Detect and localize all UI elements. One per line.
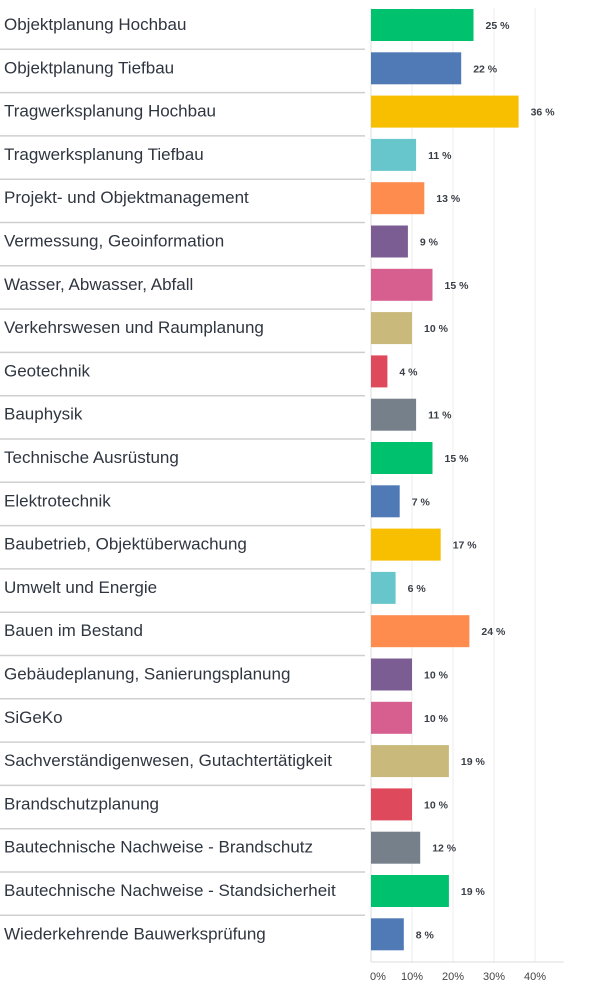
category-label: Tragwerksplanung Tiefbau [4, 145, 204, 164]
data-label: 8 % [416, 929, 435, 941]
category-label: Bauen im Bestand [4, 621, 143, 640]
data-label: 6 % [408, 583, 427, 595]
data-label: 36 % [531, 107, 556, 119]
x-tick-label: 0% [370, 971, 386, 983]
category-label: Verkehrswesen und Raumplanung [4, 318, 264, 337]
x-tick-label: 20% [442, 971, 464, 983]
bar [371, 571, 396, 604]
data-label: 19 % [461, 756, 486, 768]
category-label: Umwelt und Energie [4, 578, 157, 597]
bar [371, 225, 408, 258]
data-label: 10 % [424, 323, 449, 335]
bar [371, 442, 433, 474]
bar [371, 95, 519, 128]
x-tick-label: 10% [401, 971, 423, 983]
x-tick-label: 30% [483, 971, 505, 983]
category-label: Projekt- und Objektmanagement [4, 188, 249, 207]
category-label: Wasser, Abwasser, Abfall [4, 275, 193, 294]
data-label: 10 % [424, 670, 449, 682]
bar [371, 182, 425, 215]
bar [371, 485, 400, 518]
data-label: 24 % [481, 626, 506, 638]
bar [371, 701, 412, 734]
data-label: 9 % [420, 237, 439, 249]
data-label: 15 % [445, 453, 470, 465]
data-label: 13 % [436, 193, 461, 205]
bar [371, 398, 417, 431]
data-label: 15 % [445, 280, 470, 292]
category-label: Gebäudeplanung, Sanierungsplanung [4, 665, 290, 684]
category-label: Brandschutzplanung [4, 794, 159, 813]
bar [371, 268, 433, 301]
data-label: 19 % [461, 886, 486, 898]
category-label: Baubetrieb, Objektüberwachung [4, 535, 247, 554]
data-label: 25 % [486, 20, 511, 32]
category-label: Bauphysik [4, 405, 83, 424]
category-label: Vermessung, Geoinformation [4, 232, 224, 251]
category-label: Technische Ausrüstung [4, 448, 179, 467]
bar [371, 918, 404, 951]
bar [371, 138, 417, 171]
category-label: Elektrotechnik [4, 491, 111, 510]
bar [371, 355, 388, 388]
category-label: Objektplanung Hochbau [4, 15, 186, 34]
category-label: Bautechnische Nachweise - Brandschutz [4, 838, 313, 857]
bar [371, 9, 474, 41]
category-label: Sachverständigenwesen, Gutachtertätigkei… [4, 751, 332, 770]
category-label: Geotechnik [4, 361, 90, 380]
category-label: Objektplanung Tiefbau [4, 58, 174, 77]
category-label: SiGeKo [4, 708, 63, 727]
bar [371, 745, 449, 778]
bar [371, 875, 449, 907]
data-label: 4 % [399, 366, 418, 378]
data-label: 22 % [473, 63, 498, 75]
bar [371, 52, 462, 85]
data-label: 11 % [428, 150, 452, 162]
category-label: Wiederkehrende Bauwerksprüfung [4, 924, 266, 943]
data-label: 17 % [453, 540, 478, 552]
data-label: 12 % [432, 843, 457, 855]
category-label: Bautechnische Nachweise - Standsicherhei… [4, 881, 336, 900]
bar [371, 831, 421, 864]
bar [371, 615, 470, 648]
bar [371, 312, 412, 345]
category-label: Tragwerksplanung Hochbau [4, 102, 216, 121]
data-label: 11 % [428, 410, 452, 422]
bar [371, 528, 441, 561]
data-label: 7 % [412, 496, 431, 508]
data-label: 10 % [424, 713, 449, 725]
bar [371, 658, 412, 691]
x-tick-label: 40% [524, 971, 546, 983]
data-label: 10 % [424, 799, 449, 811]
bar [371, 788, 412, 821]
